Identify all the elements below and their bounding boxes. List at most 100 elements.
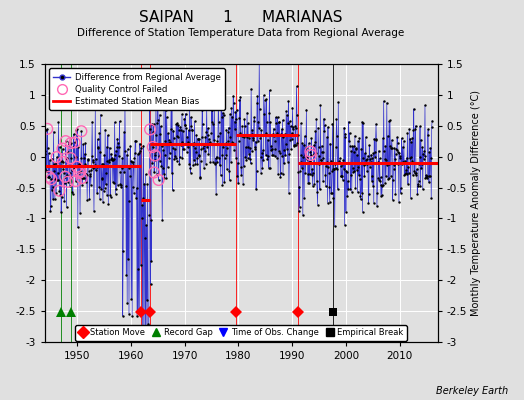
Point (127, 158, 135, 164)
Point (383, 100, 391, 106)
Point (155, 177, 163, 183)
Point (318, 148, 326, 155)
Point (180, 146, 188, 153)
Point (168, 170, 176, 176)
Point (117, 182, 126, 188)
Point (304, 140, 313, 146)
Point (385, 118, 393, 124)
Point (407, 194, 415, 201)
Point (150, 149, 159, 155)
Point (136, 140, 144, 147)
Point (94, 144, 103, 150)
Point (194, 135, 202, 142)
Point (224, 138, 232, 145)
Point (185, 92, 194, 98)
Point (51, 196, 59, 202)
Point (209, 121, 217, 127)
Point (335, 159, 343, 166)
Point (201, 148, 209, 154)
Point (387, 145, 396, 151)
Point (50, 161, 59, 168)
Point (297, 152, 305, 158)
Point (366, 156, 374, 162)
Point (306, 148, 314, 155)
Point (119, 248, 127, 254)
Point (352, 145, 360, 152)
Point (170, 156, 179, 162)
Point (70, 164, 79, 171)
Point (83, 197, 91, 204)
Point (323, 134, 331, 140)
Point (206, 140, 215, 147)
Point (173, 120, 182, 126)
Point (108, 179, 117, 185)
Point (190, 157, 198, 164)
Point (168, 187, 177, 193)
Point (57, 209, 66, 215)
Point (111, 152, 119, 158)
Point (344, 118, 353, 125)
Point (422, 174, 431, 181)
Point (315, 153, 324, 160)
Point (212, 155, 220, 162)
Point (101, 184, 109, 191)
Point (252, 186, 260, 192)
Point (257, 127, 266, 134)
Point (157, 123, 165, 129)
Point (394, 149, 402, 155)
Point (290, 142, 298, 148)
Point (136, 262, 145, 268)
Point (216, 172, 225, 178)
Point (61, 180, 69, 186)
Point (389, 177, 397, 183)
Point (121, 148, 129, 154)
Point (334, 186, 342, 192)
Point (295, 183, 303, 190)
Point (102, 144, 111, 150)
Point (70, 131, 78, 137)
Point (70, 139, 79, 146)
Point (312, 178, 321, 184)
Point (329, 195, 337, 201)
Point (265, 87, 274, 94)
Point (298, 140, 307, 146)
Point (59, 159, 67, 165)
Point (212, 154, 221, 160)
Point (191, 160, 200, 167)
Point (177, 127, 185, 133)
Point (42, 168, 51, 175)
Point (261, 97, 269, 104)
Point (152, 132, 160, 138)
Point (152, 100, 160, 106)
Point (70, 139, 79, 146)
Point (407, 139, 416, 145)
Point (171, 153, 179, 159)
Point (299, 154, 308, 160)
Point (413, 166, 421, 173)
Point (140, 181, 148, 187)
Point (384, 133, 392, 139)
Point (148, 160, 157, 166)
Point (348, 165, 357, 172)
Point (395, 199, 403, 205)
Point (286, 137, 294, 143)
Point (299, 212, 307, 218)
Point (205, 141, 214, 147)
Point (152, 171, 161, 177)
Point (150, 169, 158, 176)
Point (403, 171, 411, 177)
Point (210, 137, 218, 143)
Point (146, 126, 154, 133)
Point (115, 144, 123, 150)
Point (282, 108, 290, 115)
Point (356, 193, 365, 199)
Point (234, 160, 242, 166)
Point (362, 134, 370, 140)
Point (45, 174, 53, 180)
Point (341, 134, 349, 140)
Point (80, 151, 89, 157)
Point (58, 145, 67, 152)
Point (226, 111, 234, 118)
Point (157, 163, 166, 169)
Point (340, 166, 348, 172)
